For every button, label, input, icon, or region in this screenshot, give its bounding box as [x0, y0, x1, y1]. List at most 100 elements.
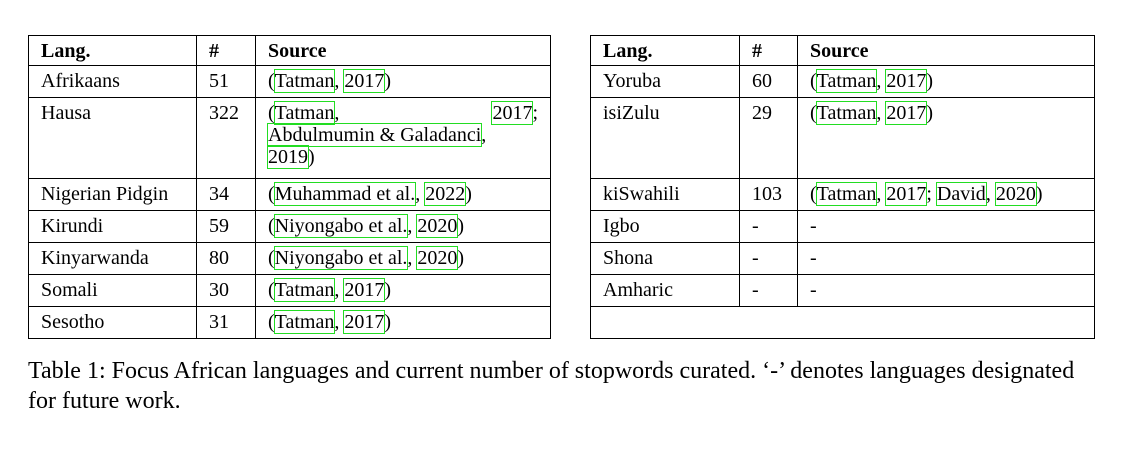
- table-row: Kinyarwanda 80 (Niyongabo et al., 2020): [28, 242, 551, 275]
- source-text: -: [810, 247, 817, 269]
- citation-link[interactable]: 2020: [416, 246, 459, 270]
- citation-link[interactable]: 2017: [343, 310, 386, 334]
- header-count: #: [196, 35, 256, 66]
- source-cell: -: [797, 274, 1095, 307]
- stopword-count-cell: 59: [196, 210, 256, 243]
- table-row: Yoruba 60 (Tatman, 2017): [590, 65, 1095, 98]
- source-cell: (Tatman, 2017): [255, 274, 551, 307]
- citation-link[interactable]: 2017: [343, 69, 386, 93]
- citation-link[interactable]: 2017: [343, 278, 386, 302]
- stopword-count-cell: 103: [739, 178, 798, 211]
- citation-punctuation: ,: [415, 183, 426, 205]
- header-lang: Lang.: [590, 35, 740, 66]
- citation-link[interactable]: Tatman: [273, 69, 336, 93]
- language-cell: Sesotho: [28, 306, 197, 339]
- source-line: Abdulmumin & Galadanci,: [266, 123, 538, 147]
- source-cell: (Niyongabo et al., 2020): [255, 210, 551, 243]
- citation-punctuation: (: [268, 70, 275, 92]
- citation-link[interactable]: Muhammad et al.: [273, 182, 417, 206]
- citation-link[interactable]: 2017: [885, 69, 928, 93]
- citation-punctuation: ,: [876, 102, 887, 124]
- table-row: Kirundi 59 (Niyongabo et al., 2020): [28, 210, 551, 243]
- language-cell: Somali: [28, 274, 197, 307]
- citation-link[interactable]: Tatman: [815, 101, 878, 125]
- language-cell: Shona: [590, 242, 740, 275]
- language-cell: Kinyarwanda: [28, 242, 197, 275]
- citation-punctuation: (: [268, 183, 275, 205]
- source-cell: (Tatman, 2017; Abdulmumin & Galadanci, 2019…: [255, 97, 551, 179]
- citation-link[interactable]: 2017: [885, 101, 928, 125]
- citation-punctuation: -: [810, 247, 817, 269]
- language-cell: Afrikaans: [28, 65, 197, 98]
- source-text: (Tatman, 2017): [268, 69, 392, 93]
- source-text: -: [810, 279, 817, 301]
- citation-punctuation: ,: [334, 70, 345, 92]
- citation-link[interactable]: 2017: [885, 182, 928, 206]
- table-row: Sesotho 31 (Tatman, 2017): [28, 306, 551, 339]
- citation-punctuation: -: [810, 215, 817, 237]
- language-cell: Nigerian Pidgin: [28, 178, 197, 211]
- citation-punctuation: (: [268, 215, 275, 237]
- stopword-count-cell: 51: [196, 65, 256, 98]
- source-line: (Tatman, 2017;: [268, 101, 538, 125]
- header-source: Source: [255, 35, 551, 66]
- stopword-count-cell: -: [739, 242, 798, 275]
- source-text: (Tatman, 2017): [810, 69, 933, 93]
- header-row: Lang. # Source: [28, 35, 551, 66]
- source-text: (Muhammad et al., 2022): [268, 182, 472, 206]
- citation-link[interactable]: Tatman: [815, 182, 878, 206]
- source-cell: -: [797, 242, 1095, 275]
- citation-link[interactable]: 2020: [994, 182, 1037, 206]
- header-count: #: [739, 35, 798, 66]
- citation-punctuation: ;: [532, 102, 538, 124]
- citation-punctuation: ,: [407, 215, 418, 237]
- citation-punctuation: (: [810, 70, 817, 92]
- language-cell: Amharic: [590, 274, 740, 307]
- citation-link[interactable]: Niyongabo et al.: [273, 246, 409, 270]
- source-line-left: (Tatman,: [268, 101, 339, 125]
- source-cell: (Tatman, 2017): [255, 65, 551, 98]
- citation-punctuation: (: [268, 279, 275, 301]
- citation-punctuation: ): [384, 70, 392, 92]
- stopword-count-cell: 60: [739, 65, 798, 98]
- source-line-right: 2017;: [491, 101, 538, 125]
- citation-punctuation: ): [1035, 183, 1043, 205]
- citation-link[interactable]: David: [935, 182, 987, 206]
- stopword-count-cell: 34: [196, 178, 256, 211]
- citation-punctuation: ): [384, 311, 392, 333]
- citation-link[interactable]: Niyongabo et al.: [273, 214, 409, 238]
- header-row: Lang. # Source: [590, 35, 1095, 66]
- citation-link[interactable]: 2019: [267, 145, 309, 169]
- stopword-count-cell: 80: [196, 242, 256, 275]
- citation-punctuation: (: [810, 183, 817, 205]
- source-cell: (Tatman, 2017): [797, 65, 1095, 98]
- source-line: 2019): [267, 145, 538, 169]
- source-text: (Tatman, 2017): [810, 101, 933, 125]
- citation-link[interactable]: Tatman: [273, 101, 336, 125]
- citation-link[interactable]: 2017: [491, 101, 534, 125]
- citation-punctuation: ): [457, 247, 465, 269]
- right-table: Lang. # Source Yoruba 60 (Tatman, 2017) isi…: [590, 35, 1095, 339]
- citation-punctuation: ,: [407, 247, 418, 269]
- citation-punctuation: ): [457, 215, 465, 237]
- empty-row: [590, 306, 1095, 339]
- citation-link[interactable]: Tatman: [273, 278, 336, 302]
- source-cell: (Tatman, 2017; David, 2020): [797, 178, 1095, 211]
- header-lang: Lang.: [28, 35, 197, 66]
- citation-link[interactable]: 2022: [424, 182, 467, 206]
- citation-punctuation: (: [268, 102, 275, 124]
- empty-cell: [590, 306, 1095, 339]
- citation-link[interactable]: Tatman: [815, 69, 878, 93]
- table-row: Amharic - -: [590, 274, 1095, 307]
- citation-link[interactable]: 2020: [416, 214, 459, 238]
- citation-punctuation: (: [268, 247, 275, 269]
- stopword-count-cell: 29: [739, 97, 798, 179]
- language-cell: Yoruba: [590, 65, 740, 98]
- citation-link[interactable]: Abdulmumin & Galadanci: [266, 123, 483, 147]
- stopword-count-cell: 30: [196, 274, 256, 307]
- source-cell: (Niyongabo et al., 2020): [255, 242, 551, 275]
- language-cell: Kirundi: [28, 210, 197, 243]
- table-row: Somali 30 (Tatman, 2017): [28, 274, 551, 307]
- citation-link[interactable]: Tatman: [273, 310, 336, 334]
- table-caption: Table 1: Focus African languages and cur…: [28, 358, 1075, 414]
